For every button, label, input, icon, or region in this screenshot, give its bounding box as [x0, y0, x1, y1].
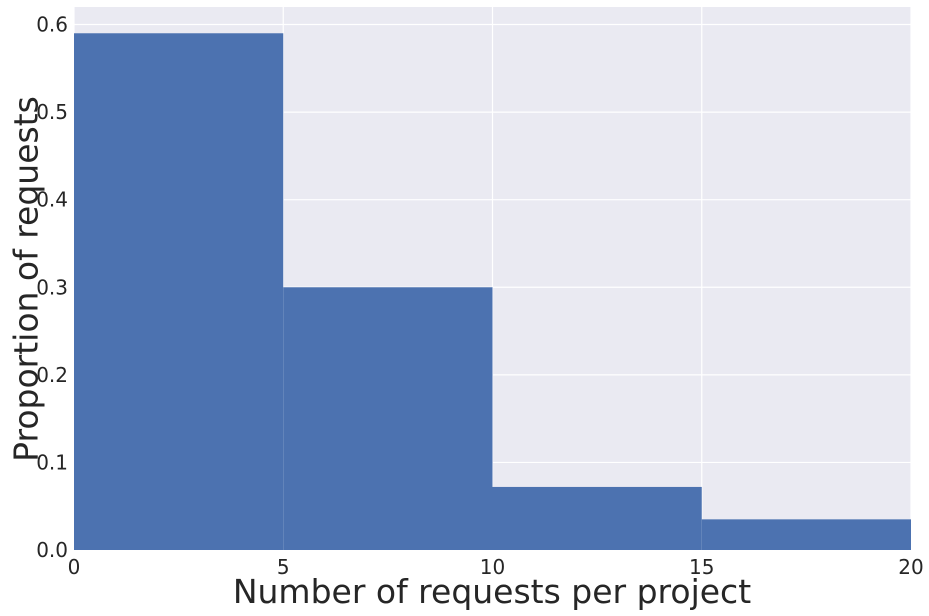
histogram-bar	[701, 519, 911, 550]
x-tick-label: 10	[480, 555, 505, 579]
x-tick-label: 5	[277, 555, 290, 579]
y-tick-label: 0.2	[36, 363, 68, 387]
y-tick-label: 0.3	[36, 275, 68, 299]
y-tick-label: 0.6	[36, 13, 68, 37]
x-tick-label: 15	[689, 555, 714, 579]
y-tick-label: 0.0	[36, 538, 68, 562]
y-tick-label: 0.5	[36, 100, 68, 124]
x-tick-label: 0	[68, 555, 81, 579]
histogram-bar	[283, 287, 493, 550]
y-axis-label: Proportion of requests	[7, 96, 46, 462]
x-tick-labels: 0 5 10 15 20	[68, 555, 924, 579]
histogram-bar	[74, 33, 284, 551]
bars	[74, 33, 911, 551]
x-tick-label: 20	[898, 555, 923, 579]
x-axis-label: Number of requests per project	[233, 572, 751, 611]
y-tick-label: 0.4	[36, 188, 68, 212]
y-tick-label: 0.1	[36, 450, 68, 474]
histogram-bar	[492, 486, 702, 550]
y-tick-labels: 0.0 0.1 0.2 0.3 0.4 0.5 0.6	[36, 13, 68, 562]
